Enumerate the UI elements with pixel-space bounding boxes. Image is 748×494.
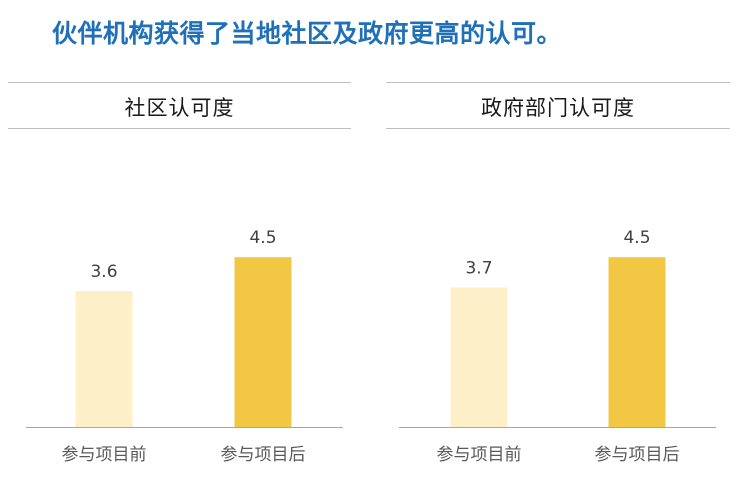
bar-before <box>450 287 508 427</box>
category-tick-label: 参与项目前 <box>62 445 147 465</box>
community-recognition-panel: 社区认可度 3.6 参与项目前 4.5 参与项目后 <box>8 82 351 494</box>
data-label: 3.7 <box>465 258 492 278</box>
category-tick-label: 参与项目后 <box>595 445 680 465</box>
bar-after <box>234 257 292 427</box>
panel-title-rule <box>8 128 351 129</box>
data-label: 4.5 <box>623 228 650 248</box>
chart-title: 社区认可度 <box>124 96 235 120</box>
panel-top-rule <box>8 82 351 83</box>
government-recognition-chart: 3.7 参与项目前 4.5 参与项目后 <box>399 228 716 465</box>
category-tick-label: 参与项目前 <box>437 445 522 465</box>
bar-before <box>75 291 133 427</box>
chart-title: 政府部门认可度 <box>481 96 635 120</box>
bar-after <box>608 257 666 427</box>
community-recognition-chart: 3.6 参与项目前 4.5 参与项目后 <box>26 228 343 465</box>
headline: 伙伴机构获得了当地社区及政府更高的认可。 <box>52 19 563 48</box>
panel-top-rule <box>386 82 730 83</box>
panel-title-rule <box>386 128 730 129</box>
data-label: 3.6 <box>90 262 117 282</box>
data-label: 4.5 <box>249 228 276 248</box>
government-recognition-panel: 政府部门认可度 3.7 参与项目前 4.5 参与项目后 <box>386 82 730 494</box>
category-tick-label: 参与项目后 <box>221 445 306 465</box>
